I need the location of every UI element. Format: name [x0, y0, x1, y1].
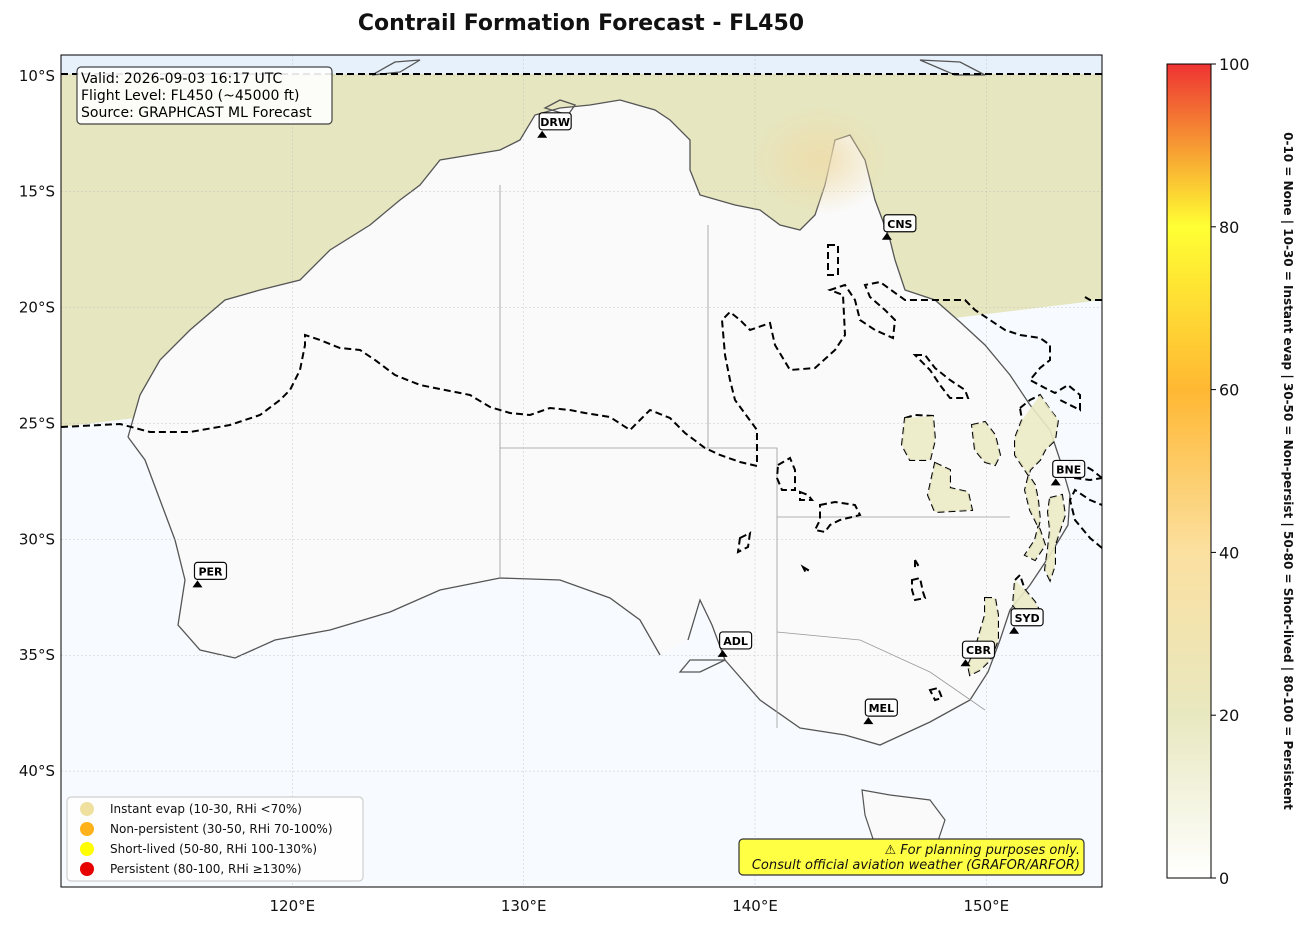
city-label-box — [538, 112, 572, 131]
lon-tick-label: 140°E — [732, 897, 778, 915]
lon-tick-label: 130°E — [501, 897, 547, 915]
info-source: Source: GRAPHCAST ML Forecast — [81, 105, 312, 121]
map-title: Contrail Formation Forecast - FL450 — [358, 11, 804, 36]
city-marker-icon — [1009, 626, 1020, 634]
city-label: CBR — [966, 644, 991, 657]
info-flight-level: Flight Level: FL450 (~45000 ft) — [81, 88, 300, 104]
lat-tick-label: 35°S — [19, 646, 55, 664]
legend: Instant evap (10-30, RHi <70%) Non-persis… — [66, 796, 364, 882]
city-marker-icon — [537, 130, 548, 138]
legend-swatch — [80, 822, 94, 836]
city-label-box — [1010, 608, 1044, 627]
city-label: ADL — [723, 635, 748, 648]
city-label-box — [864, 698, 898, 717]
colorbar-ticks: 0 20 40 60 80 100 — [1211, 55, 1250, 888]
contour-east-coast — [1066, 296, 1102, 549]
city-cbr: CBR — [960, 640, 996, 667]
city-syd: SYD — [1009, 608, 1044, 634]
lat-tick-label: 15°S — [19, 183, 55, 201]
latitude-tick-labels: 10°S 15°S 20°S 25°S 30°S 35°S 40°S — [19, 67, 55, 780]
city-label-box — [1052, 459, 1086, 479]
colorbar-label: 0-10 = None | 10-30 = Instant evap | 30-… — [1281, 132, 1295, 810]
city-marker-icon — [192, 580, 203, 588]
lon-tick-label: 150°E — [964, 897, 1010, 915]
legend-swatch — [80, 802, 94, 816]
disclaimer-box: ⚠ For planning purposes only. Consult of… — [738, 838, 1085, 876]
city-adl: ADL — [717, 631, 753, 657]
city-label: SYD — [1015, 612, 1040, 625]
city-per: PER — [192, 561, 228, 588]
colorbar-tick-label: 60 — [1219, 381, 1239, 400]
lon-tick-label: 120°E — [270, 897, 316, 915]
city-mel: MEL — [863, 698, 898, 725]
lat-tick-label: 10°S — [19, 67, 55, 85]
legend-label: Persistent (80-100, RHi ≥130%) — [110, 862, 302, 876]
city-label-box — [883, 214, 917, 233]
city-label: DRW — [540, 116, 570, 129]
city-markers: DRW CNS BNE PER SYD ADL CBR MEL — [192, 112, 1086, 725]
lat-tick-label: 40°S — [19, 762, 55, 780]
city-cns: CNS — [881, 214, 917, 240]
city-label-box — [719, 631, 753, 650]
city-marker-icon — [863, 717, 874, 725]
city-label: PER — [198, 565, 223, 578]
city-label-box — [961, 640, 996, 659]
info-valid: Valid: 2026-09-03 16:17 UTC — [81, 71, 282, 87]
legend-label: Instant evap (10-30, RHi <70%) — [110, 802, 302, 816]
city-bne: BNE — [1050, 459, 1086, 486]
colorbar: 0 20 40 60 80 100 0-10 = None | 10-30 = Insta… — [1166, 55, 1295, 888]
warm-spot — [750, 105, 890, 215]
city-marker-icon — [881, 232, 892, 240]
info-box: Valid: 2026-09-03 16:17 UTC Flight Level… — [76, 66, 333, 125]
colorbar-gradient — [1166, 63, 1212, 879]
city-marker-icon — [1050, 478, 1061, 486]
legend-label: Non-persistent (30-50, RHi 70-100%) — [110, 822, 333, 836]
city-marker-icon — [960, 659, 971, 667]
legend-swatch — [80, 862, 94, 876]
colorbar-tick-label: 20 — [1219, 706, 1239, 725]
city-label: BNE — [1056, 463, 1081, 476]
map-area[interactable]: DRW CNS BNE PER SYD ADL CBR MEL — [61, 55, 1102, 887]
lat-tick-label: 20°S — [19, 299, 55, 317]
city-label-box — [193, 561, 228, 581]
contour-boundary — [61, 280, 1081, 468]
legend-swatch — [80, 842, 94, 856]
lat-tick-label: 30°S — [19, 530, 55, 548]
lat-tick-label: 25°S — [19, 414, 55, 432]
city-drw: DRW — [537, 112, 572, 138]
australia-mainland — [128, 100, 1070, 745]
colorbar-tick-label: 80 — [1219, 218, 1239, 237]
legend-label: Short-lived (50-80, RHi 100-130%) — [110, 842, 317, 856]
colorbar-tick-label: 40 — [1219, 543, 1239, 562]
disclaimer-line-2: Consult official aviation weather (GRAFO… — [752, 858, 1080, 873]
colorbar-tick-label: 100 — [1219, 55, 1250, 74]
colorbar-tick-label: 0 — [1219, 869, 1229, 888]
city-label: MEL — [869, 702, 894, 715]
city-marker-icon — [717, 649, 728, 657]
map-frame — [60, 54, 1103, 888]
disclaimer-line-1: ⚠ For planning purposes only. — [885, 843, 1081, 858]
longitude-tick-labels: 120°E 130°E 140°E 150°E — [270, 897, 1010, 915]
city-label: CNS — [887, 218, 912, 231]
state-borders — [499, 185, 1010, 728]
